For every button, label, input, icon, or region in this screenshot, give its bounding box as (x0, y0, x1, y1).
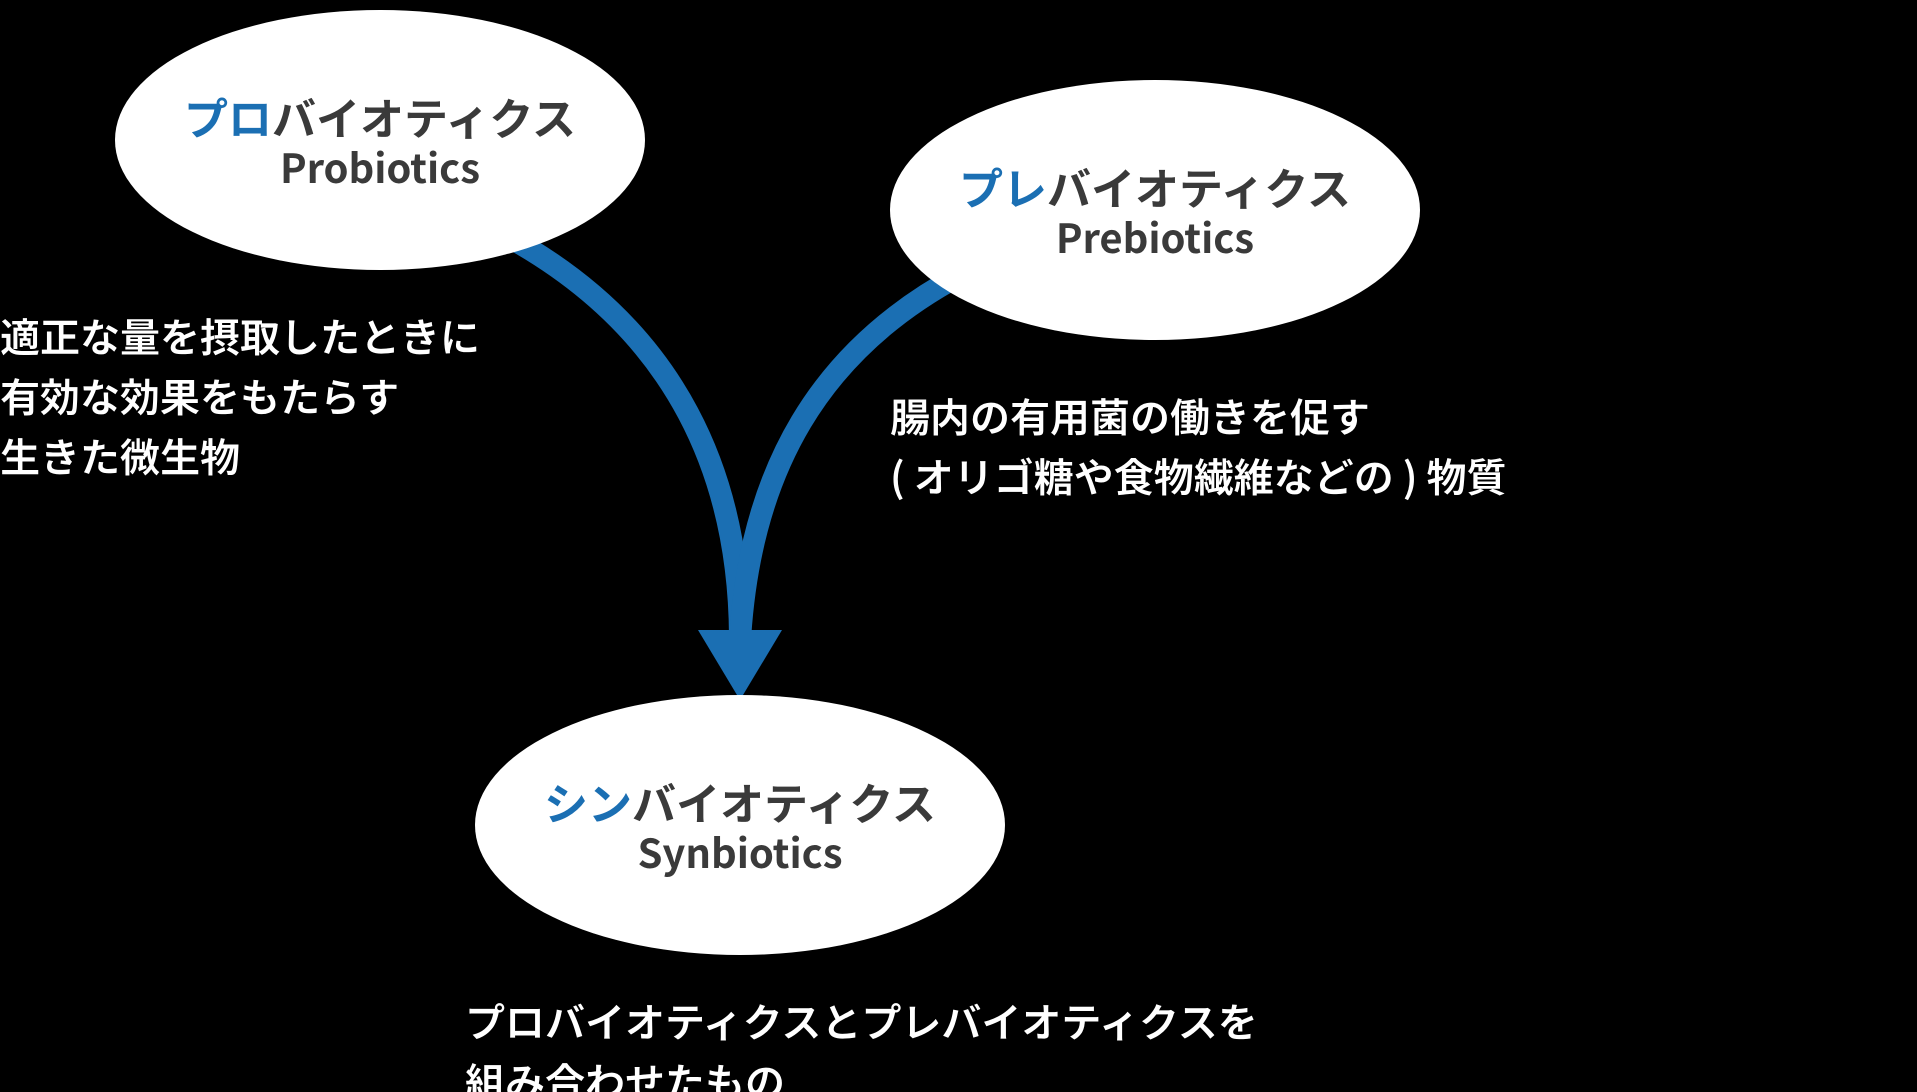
node-probiotics-en: Probiotics (280, 142, 480, 190)
arrow-head-icon (698, 630, 782, 700)
desc-synbiotics: プロバイオティクスとプレバイオティクスを 組み合わせたもの (465, 990, 1258, 1092)
diagram-stage: プロバイオティクス Probiotics プレバイオティクス Prebiotic… (0, 0, 1917, 1092)
desc-probiotics-line3: 生きた微生物 (0, 425, 480, 485)
node-probiotics: プロバイオティクス Probiotics (115, 10, 645, 270)
desc-prebiotics-line2: ( オリゴ糖や食物繊維などの ) 物質 (890, 445, 1506, 505)
node-prebiotics-jp-prefix: プレ (959, 154, 1047, 218)
desc-prebiotics: 腸内の有用菌の働きを促す ( オリゴ糖や食物繊維などの ) 物質 (890, 385, 1506, 505)
node-prebiotics-jp: プレバイオティクス (959, 160, 1351, 213)
arrow-from-probiotics (505, 235, 740, 640)
desc-synbiotics-line1: プロバイオティクスとプレバイオティクスを (465, 990, 1258, 1050)
desc-probiotics: 適正な量を摂取したときに 有効な効果をもたらす 生きた微生物 (0, 305, 480, 485)
node-prebiotics-en: Prebiotics (1056, 212, 1254, 260)
node-synbiotics-en: Synbiotics (637, 827, 842, 875)
node-prebiotics: プレバイオティクス Prebiotics (890, 80, 1420, 340)
desc-probiotics-line2: 有効な効果をもたらす (0, 365, 480, 425)
node-synbiotics: シンバイオティクス Synbiotics (475, 695, 1005, 955)
desc-prebiotics-line1: 腸内の有用菌の働きを促す (890, 385, 1506, 445)
desc-probiotics-line1: 適正な量を摂取したときに (0, 305, 480, 365)
node-probiotics-jp-prefix: プロ (184, 84, 272, 148)
desc-synbiotics-line2: 組み合わせたもの (465, 1050, 1258, 1092)
node-synbiotics-jp-prefix: シン (544, 769, 632, 833)
node-synbiotics-jp: シンバイオティクス (544, 775, 936, 828)
node-probiotics-jp: プロバイオティクス (184, 90, 576, 143)
